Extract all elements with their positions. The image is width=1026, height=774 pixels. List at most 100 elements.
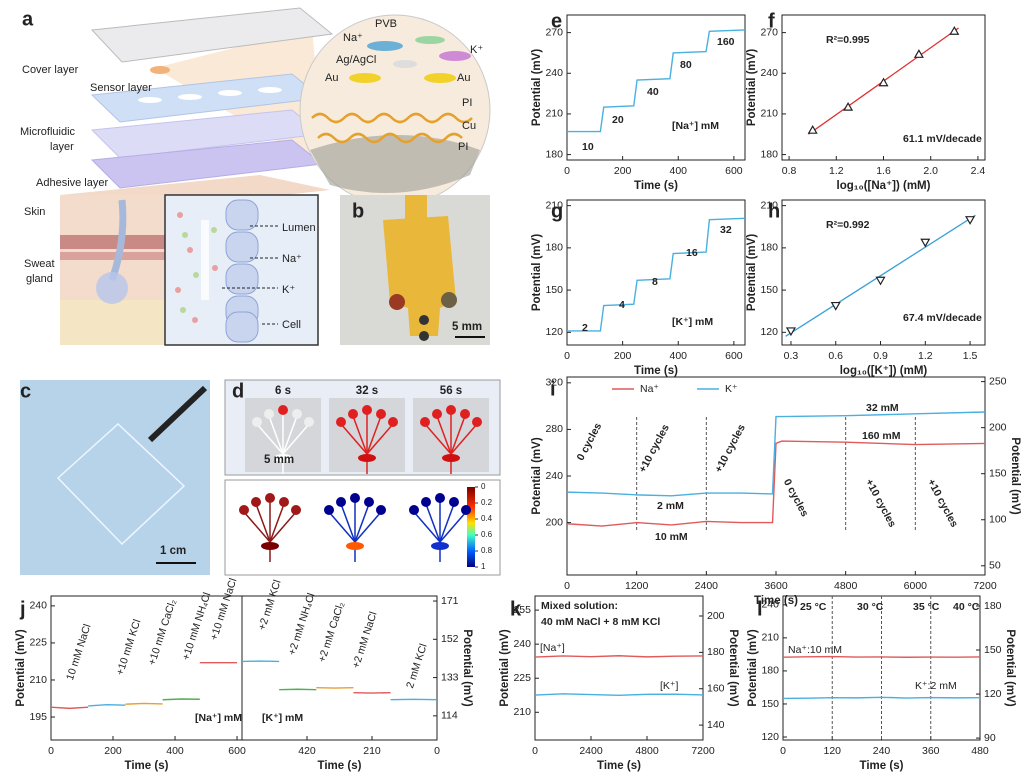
annotation: 0 cycles — [575, 421, 605, 463]
channel — [366, 423, 394, 455]
annotation: 67.4 mV/decade — [903, 312, 982, 324]
point — [875, 276, 886, 286]
y2-tick-label: 150 — [989, 467, 1007, 479]
channel — [436, 415, 452, 455]
point — [878, 77, 889, 87]
panel-b-art — [340, 195, 490, 345]
y-tick-label: 240 — [760, 67, 778, 79]
pod — [442, 454, 460, 462]
y-tick-label: 120 — [760, 326, 778, 338]
chamber — [362, 405, 372, 415]
x-axis-label: Time (s) — [634, 365, 678, 377]
pod — [431, 542, 449, 550]
x-tick-label: 3600 — [764, 580, 788, 592]
annotation: 25 °C — [800, 601, 827, 613]
y2-axis-label: Potential (mV) — [461, 629, 473, 706]
annotation: 160 mM — [862, 430, 901, 442]
channel — [450, 415, 466, 455]
series-label: +10 mM NaCl — [208, 577, 239, 642]
layer-label: Skin — [24, 206, 45, 218]
chamber — [291, 505, 301, 515]
annotation: +10 cycles — [925, 477, 960, 529]
series-label: Na⁺:10 mM — [788, 644, 842, 656]
x-tick-label: 0 — [564, 165, 570, 177]
x-tick-label: 0.8 — [782, 165, 797, 177]
zoom-label: Ag/AgCl — [336, 54, 376, 66]
series-label: +2 mM KCl — [256, 578, 284, 631]
scale-label: 5 mm — [264, 454, 294, 466]
y-tick-label: 320 — [545, 377, 563, 389]
x-tick-label: 1200 — [625, 580, 649, 592]
layer-label: Sweat — [24, 258, 55, 270]
y-axis-label: Potential (mV) — [746, 49, 758, 126]
chamber — [336, 417, 346, 427]
channel — [340, 423, 368, 455]
chamber — [461, 505, 471, 515]
channel — [424, 423, 452, 455]
x-tick-label: 240 — [873, 745, 891, 757]
y-tick-label: 180 — [545, 242, 563, 254]
x-axis-label: Time (s) — [318, 760, 362, 772]
panel-letter: g — [551, 200, 563, 222]
annotation: Mixed solution: — [541, 600, 618, 612]
scale-label: 5 mm — [452, 321, 482, 333]
channel — [328, 511, 356, 543]
colorbar-label: 0 — [481, 482, 486, 491]
x-tick-label: 400 — [166, 745, 184, 757]
axes-frame — [566, 376, 986, 576]
y-axis-label: Potential (mV) — [531, 49, 543, 126]
chamber — [376, 409, 386, 419]
axes-frame — [781, 199, 986, 346]
y2-axis-label: Potential (mV) — [727, 629, 739, 706]
y-tick-label: 150 — [545, 284, 563, 296]
x-tick-label: 200 — [614, 165, 632, 177]
chamber — [252, 417, 262, 427]
series-label: [Na⁺] — [540, 642, 565, 654]
x-tick-label: 6000 — [904, 580, 928, 592]
zoom-label: Au — [457, 72, 470, 84]
x-tick-label: 0 — [564, 580, 570, 592]
series-label: +10 mM CaCl₂ — [146, 598, 179, 667]
x-tick-label: 1.6 — [876, 165, 891, 177]
chamber — [420, 417, 430, 427]
panel-letter: a — [22, 8, 34, 30]
x-axis-label: Time (s) — [125, 760, 169, 772]
y2-tick-label: 133 — [441, 671, 459, 683]
y-axis-label: Potential (mV) — [531, 437, 543, 514]
axes-frame — [534, 595, 704, 741]
chamber — [472, 417, 482, 427]
y-tick-label: 225 — [29, 637, 47, 649]
chamber — [324, 505, 334, 515]
chamber — [409, 505, 419, 515]
series-label: [K⁺] — [660, 680, 678, 692]
panel-letter: c — [20, 380, 31, 402]
annotation: R²=0.995 — [826, 34, 870, 46]
annotation: 40 — [647, 86, 659, 98]
axes-frame — [241, 595, 438, 741]
point — [785, 327, 796, 337]
chamber — [435, 493, 445, 503]
pod — [261, 542, 279, 550]
annotation: +10 cycles — [713, 422, 748, 474]
annotation: 80 — [680, 59, 692, 71]
y2-tick-label: 160 — [707, 683, 725, 695]
x-tick-label: 600 — [228, 745, 246, 757]
annotation: 30 °C — [857, 601, 884, 613]
annotation: 32 mM — [866, 402, 899, 414]
x-axis-label: log₁₀([Na⁺]) (mM) — [837, 180, 931, 192]
data-line — [566, 440, 986, 527]
series-label: K⁺:2 mM — [915, 680, 957, 692]
y-tick-label: 270 — [760, 26, 778, 38]
panel-letter: f — [768, 10, 775, 32]
channel — [282, 415, 298, 455]
annotation: +10 cycles — [863, 477, 898, 529]
point — [913, 49, 924, 58]
y-axis-label: Potential (mV) — [15, 629, 27, 706]
point — [949, 26, 960, 35]
y-tick-label: 150 — [761, 698, 779, 710]
panel-d-art — [224, 379, 501, 576]
panel-a-art — [60, 7, 491, 346]
y2-tick-label: 200 — [707, 610, 725, 622]
zoom-label: Cu — [462, 120, 476, 132]
y2-tick-label: 180 — [984, 600, 1002, 612]
